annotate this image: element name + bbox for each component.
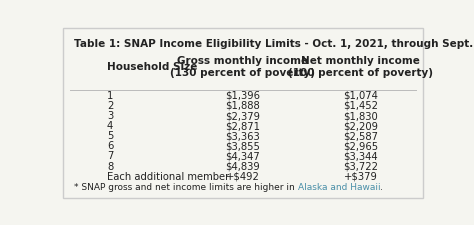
Text: Household Size: Household Size bbox=[107, 62, 197, 72]
Text: $4,347: $4,347 bbox=[226, 151, 260, 161]
Text: 2: 2 bbox=[107, 101, 113, 110]
Text: $3,855: $3,855 bbox=[226, 141, 260, 151]
Text: Net monthly income
(100 percent of poverty): Net monthly income (100 percent of pover… bbox=[288, 56, 433, 78]
Text: $1,074: $1,074 bbox=[343, 90, 378, 100]
Text: 5: 5 bbox=[107, 131, 113, 141]
Text: $1,830: $1,830 bbox=[343, 110, 378, 121]
Text: 8: 8 bbox=[107, 161, 113, 171]
Text: $3,344: $3,344 bbox=[343, 151, 378, 161]
Text: $2,871: $2,871 bbox=[226, 121, 260, 130]
Text: $3,722: $3,722 bbox=[343, 161, 378, 171]
Text: Alaska and Hawaii: Alaska and Hawaii bbox=[298, 182, 380, 191]
Text: Gross monthly income
(130 percent of poverty): Gross monthly income (130 percent of pov… bbox=[171, 56, 315, 78]
Text: $4,839: $4,839 bbox=[226, 161, 260, 171]
Text: $2,209: $2,209 bbox=[343, 121, 378, 130]
Text: 4: 4 bbox=[107, 121, 113, 130]
Text: 1: 1 bbox=[107, 90, 113, 100]
Text: .: . bbox=[380, 182, 383, 191]
Text: $2,587: $2,587 bbox=[343, 131, 378, 141]
Text: $1,452: $1,452 bbox=[343, 101, 378, 110]
Text: $3,363: $3,363 bbox=[226, 131, 260, 141]
Text: 7: 7 bbox=[107, 151, 113, 161]
Text: +$379: +$379 bbox=[344, 171, 377, 181]
Text: Each additional member: Each additional member bbox=[107, 171, 229, 181]
Text: Table 1: SNAP Income Eligibility Limits - Oct. 1, 2021, through Sept. 30, 2022: Table 1: SNAP Income Eligibility Limits … bbox=[74, 39, 474, 49]
Text: 6: 6 bbox=[107, 141, 113, 151]
Text: $1,396: $1,396 bbox=[226, 90, 260, 100]
Text: 3: 3 bbox=[107, 110, 113, 121]
Text: $2,965: $2,965 bbox=[343, 141, 378, 151]
FancyBboxPatch shape bbox=[63, 29, 423, 198]
Text: * SNAP gross and net income limits are higher in: * SNAP gross and net income limits are h… bbox=[74, 182, 298, 191]
Text: $1,888: $1,888 bbox=[226, 101, 260, 110]
Text: $2,379: $2,379 bbox=[226, 110, 260, 121]
Text: +$492: +$492 bbox=[226, 171, 260, 181]
